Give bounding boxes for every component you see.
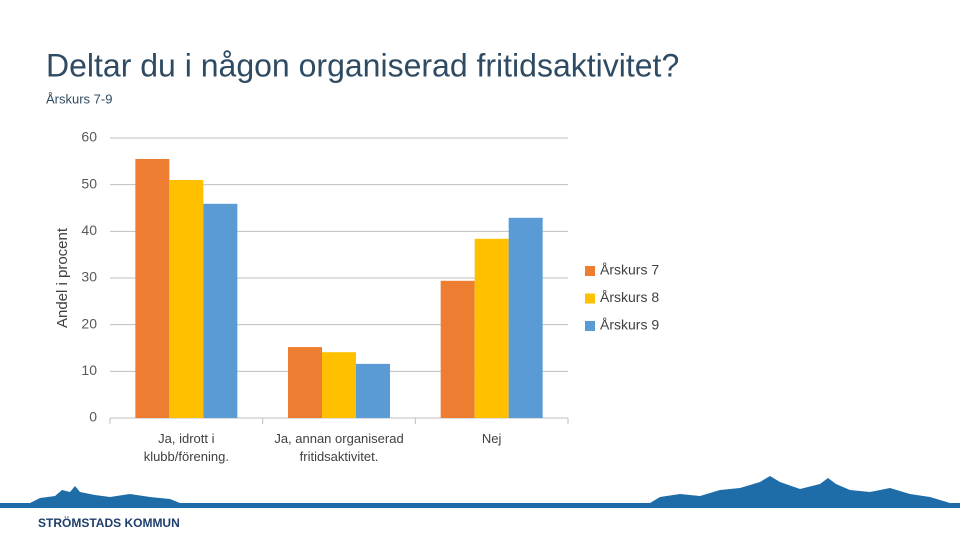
y-tick-label: 0 <box>89 409 97 425</box>
bar <box>135 159 170 418</box>
legend-label: Årskurs 9 <box>600 317 659 333</box>
bar <box>169 180 204 418</box>
y-tick-label: 50 <box>81 175 97 191</box>
slide-subtitle: Årskurs 7-9 <box>46 91 112 106</box>
slide-title: Deltar du i någon organiserad fritidsakt… <box>46 47 679 83</box>
legend-swatch <box>585 321 595 331</box>
bar <box>203 203 238 418</box>
x-tick-label: Nej <box>481 431 502 446</box>
legend-swatch <box>585 266 595 276</box>
y-tick-label: 60 <box>81 129 97 145</box>
y-tick-label: 10 <box>81 362 97 378</box>
bar <box>288 347 322 418</box>
bar <box>508 217 543 418</box>
y-tick-label: 40 <box>81 222 97 238</box>
legend-label: Årskurs 8 <box>600 289 659 305</box>
footer-band <box>0 503 960 508</box>
bar <box>440 280 475 418</box>
bar <box>474 238 509 418</box>
footer-brand: STRÖMSTADS KOMMUN <box>38 515 180 530</box>
y-tick-label: 30 <box>81 269 97 285</box>
skyline-left <box>30 486 180 503</box>
y-axis-label: Andel i procent <box>54 227 71 328</box>
bar <box>356 363 390 418</box>
skyline-right <box>650 476 950 503</box>
y-tick-label: 20 <box>81 315 97 331</box>
bar <box>322 352 356 418</box>
legend-swatch <box>585 293 595 304</box>
x-tick-label: Ja, annan organiserad fritidsaktivitet. <box>274 431 404 464</box>
x-tick-label: Ja, idrott i klubb/förening. <box>143 431 229 464</box>
legend-label: Årskurs 7 <box>600 262 659 278</box>
